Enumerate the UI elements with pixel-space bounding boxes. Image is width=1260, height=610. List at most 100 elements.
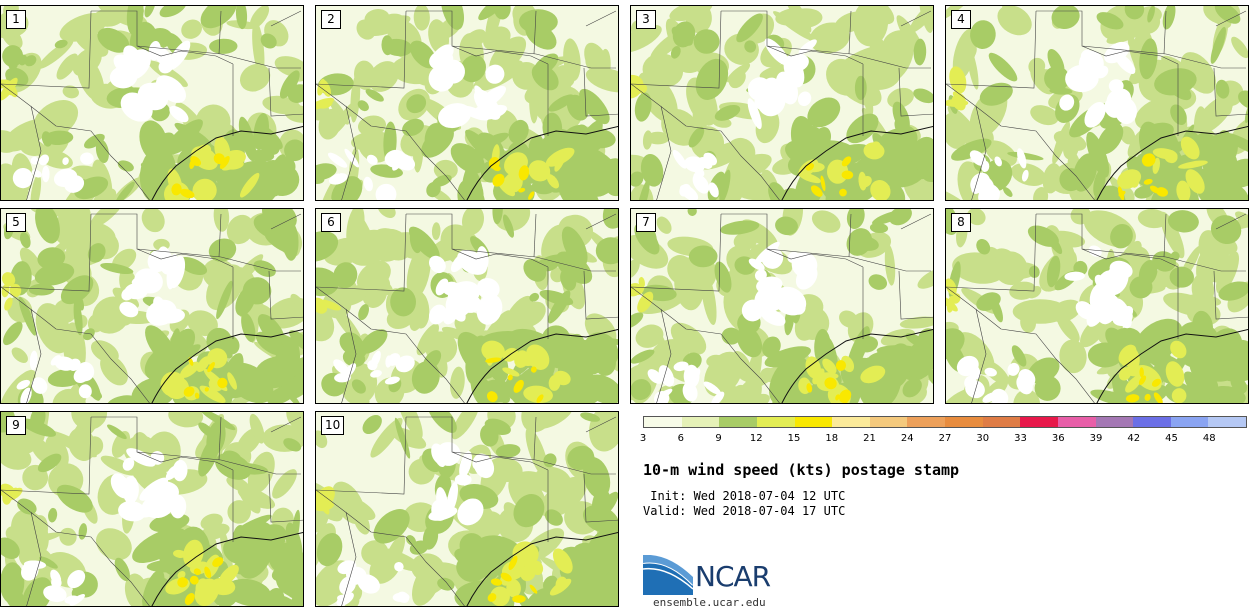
wind-speed-contour <box>1094 185 1126 200</box>
wind-speed-contour <box>173 549 186 558</box>
wind-speed-contour <box>736 13 763 43</box>
colorbar-tick-label: 42 <box>1127 433 1141 444</box>
wind-speed-contour <box>316 247 325 261</box>
wind-speed-contour <box>540 476 587 518</box>
state-border <box>1 10 92 89</box>
wind-speed-contour <box>1170 104 1187 125</box>
wind-speed-contour <box>198 435 220 477</box>
colorbar-tick-label: 24 <box>900 433 914 444</box>
wind-speed-contour <box>946 6 971 20</box>
wind-speed-contour <box>87 313 105 333</box>
wind-speed-contour <box>642 130 653 150</box>
wind-speed-contour <box>207 362 215 373</box>
wind-speed-contour <box>72 47 102 77</box>
wind-speed-contour <box>84 133 105 149</box>
wind-speed-contour <box>68 427 96 461</box>
wind-speed-contour <box>1210 26 1226 64</box>
wind-speed-contour <box>31 169 42 178</box>
wind-speed-contour <box>327 152 348 168</box>
wind-speed-contour <box>728 69 746 89</box>
wind-speed-contour <box>1207 182 1248 200</box>
state-border <box>316 286 465 403</box>
state-border <box>451 451 549 471</box>
wind-speed-contour <box>966 362 981 380</box>
wind-speed-contour <box>148 60 188 87</box>
wind-speed-contour <box>530 366 537 373</box>
wind-speed-contour <box>430 44 454 68</box>
wind-speed-contour <box>476 278 500 300</box>
wind-speed-contour <box>1154 68 1197 96</box>
wind-speed-contour <box>528 134 543 155</box>
wind-speed-contour <box>964 375 977 390</box>
wind-speed-contour <box>56 484 93 513</box>
wind-speed-contour <box>854 75 867 101</box>
state-border <box>1081 248 1179 268</box>
wind-speed-contour <box>18 296 37 336</box>
wind-speed-contour <box>351 379 366 394</box>
wind-speed-contour <box>553 370 571 386</box>
wind-speed-contour <box>159 6 187 18</box>
state-border <box>270 416 302 433</box>
wind-speed-contour <box>38 154 50 166</box>
wind-speed-contour <box>1178 160 1208 169</box>
wind-speed-contour <box>369 548 402 584</box>
wind-speed-contour <box>12 167 34 189</box>
wind-speed-map <box>1 412 303 606</box>
wind-speed-contour <box>512 595 526 603</box>
wind-speed-contour <box>555 251 593 284</box>
wind-speed-contour <box>976 239 991 255</box>
state-border <box>270 213 302 230</box>
wind-speed-contour <box>264 231 297 254</box>
wind-speed-contour <box>1094 274 1105 288</box>
wind-speed-contour <box>413 6 430 31</box>
state-border <box>218 416 222 461</box>
wind-speed-contour <box>889 209 912 226</box>
wind-speed-contour <box>474 85 488 105</box>
wind-speed-contour <box>204 387 209 392</box>
wind-speed-contour <box>1171 388 1187 403</box>
valid-time: Valid: Wed 2018-07-04 17 UTC <box>643 504 846 518</box>
wind-speed-contour <box>20 418 57 437</box>
wind-speed-contour <box>97 27 130 53</box>
wind-speed-contour <box>1186 294 1222 307</box>
wind-speed-contour <box>343 363 357 379</box>
wind-speed-contour <box>656 216 672 234</box>
state-border <box>585 416 617 433</box>
colorbar-swatch <box>681 417 720 427</box>
wind-speed-contour <box>433 159 458 180</box>
wind-speed-contour <box>1218 281 1248 301</box>
wind-speed-contour <box>820 175 826 192</box>
wind-speed-contour <box>778 385 837 403</box>
wind-speed-map <box>631 209 933 403</box>
wind-speed-contour <box>17 498 37 515</box>
state-border <box>946 83 1095 200</box>
wind-speed-contour <box>1197 339 1229 368</box>
wind-speed-contour <box>1046 255 1061 288</box>
wind-speed-contour <box>142 589 166 606</box>
state-border <box>898 270 933 320</box>
wind-speed-contour <box>536 394 544 403</box>
wind-speed-contour <box>143 90 160 109</box>
wind-speed-contour <box>283 578 303 600</box>
wind-speed-contour <box>18 515 49 562</box>
wind-speed-contour <box>543 453 557 468</box>
coastline <box>151 531 303 606</box>
wind-speed-contour <box>31 377 48 394</box>
wind-speed-contour <box>1215 79 1230 99</box>
wind-speed-contour <box>432 174 452 187</box>
wind-speed-contour <box>100 262 134 275</box>
wind-speed-contour <box>654 388 673 402</box>
wind-speed-contour <box>50 569 62 586</box>
wind-speed-contour <box>970 20 996 49</box>
wind-speed-contour <box>554 152 566 172</box>
wind-speed-contour <box>440 6 465 30</box>
state-border <box>406 10 616 69</box>
wind-speed-contour <box>10 487 19 496</box>
wind-speed-contour <box>286 412 303 432</box>
wind-speed-contour <box>967 209 986 226</box>
state-border <box>766 45 864 65</box>
ensemble-url: ensemble.ucar.edu <box>653 596 766 609</box>
state-border <box>631 213 722 292</box>
wind-speed-contour <box>59 527 77 546</box>
wind-speed-contour <box>450 366 465 399</box>
